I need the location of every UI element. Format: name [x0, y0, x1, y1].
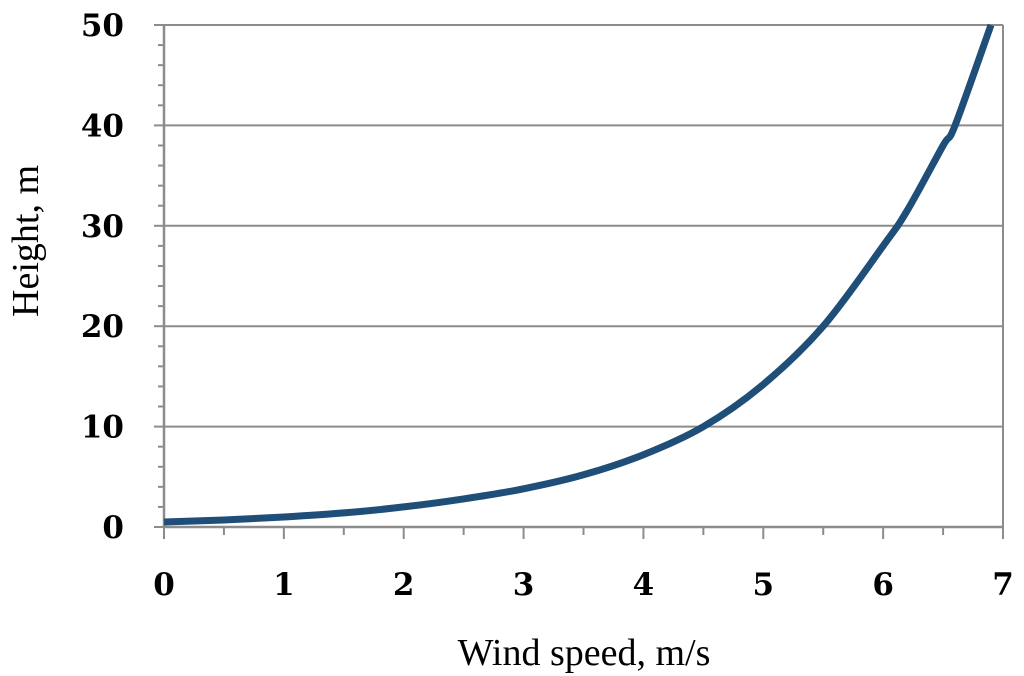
y-tick-label: 10 — [81, 410, 124, 446]
y-tick-label: 0 — [102, 510, 124, 546]
y-tick-label: 40 — [81, 108, 124, 144]
y-tick-label: 20 — [81, 309, 124, 345]
x-tick-labels: 0 1 2 3 4 5 6 7 — [153, 567, 1014, 603]
x-tick-label: 0 — [153, 567, 175, 603]
tick-marks — [154, 24, 1004, 539]
x-tick-label: 5 — [752, 567, 774, 603]
y-tick-label: 30 — [81, 209, 124, 245]
x-tick-label: 3 — [513, 567, 535, 603]
series-line — [163, 23, 995, 526]
gridlines — [164, 24, 1004, 527]
y-tick-label: 50 — [81, 8, 124, 44]
x-tick-label: 4 — [633, 567, 655, 603]
axes — [162, 25, 1003, 529]
x-axis-title: Wind speed, m/s — [458, 632, 711, 674]
y-tick-labels: 0 10 20 30 40 50 — [81, 8, 124, 546]
x-tick-label: 7 — [992, 567, 1014, 603]
x-tick-label: 2 — [393, 567, 415, 603]
x-tick-label: 1 — [273, 567, 295, 603]
series-group — [163, 23, 995, 526]
y-axis-title: Height, m — [5, 165, 47, 317]
x-tick-label: 6 — [872, 567, 894, 603]
